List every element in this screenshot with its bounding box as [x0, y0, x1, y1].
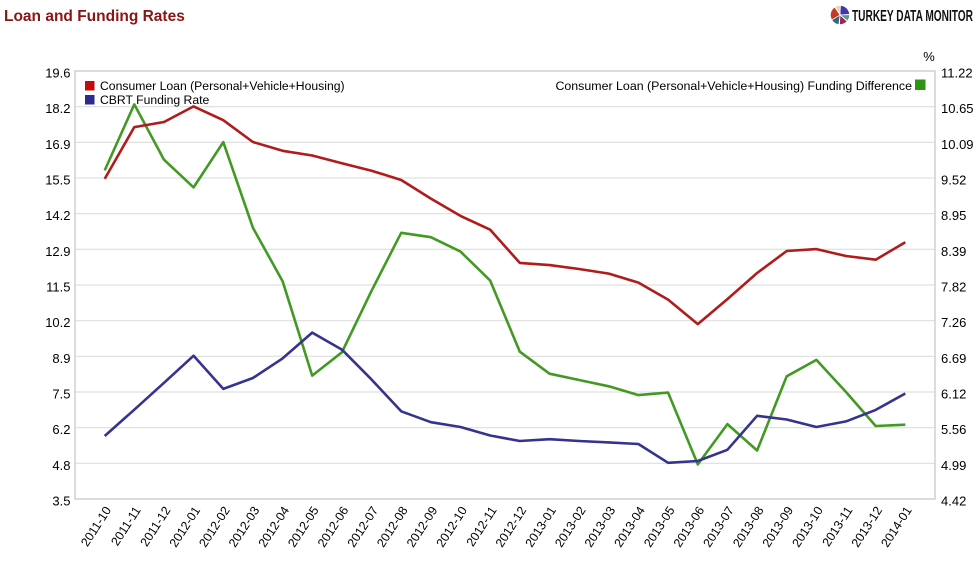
svg-text:6.2: 6.2 [52, 422, 70, 437]
svg-text:14.2: 14.2 [45, 208, 70, 223]
svg-text:15.5: 15.5 [45, 173, 70, 188]
svg-text:4.42: 4.42 [941, 494, 966, 509]
svg-text:8.9: 8.9 [52, 351, 70, 366]
svg-text:18.2: 18.2 [45, 101, 70, 116]
svg-text:3.5: 3.5 [52, 494, 70, 509]
svg-text:4.8: 4.8 [52, 458, 70, 473]
svg-text:2011-10: 2011-10 [78, 504, 114, 549]
svg-text:5.56: 5.56 [941, 422, 966, 437]
svg-text:11.22: 11.22 [941, 66, 973, 81]
svg-text:Consumer Loan (Personal+Vehicl: Consumer Loan (Personal+Vehicle+Housing) [100, 79, 345, 93]
svg-text:7.5: 7.5 [52, 387, 70, 402]
svg-text:Consumer Loan (Personal+Vehicl: Consumer Loan (Personal+Vehicle+Housing)… [555, 79, 912, 93]
svg-text:CBRT Funding Rate: CBRT Funding Rate [100, 93, 210, 107]
svg-text:10.09: 10.09 [941, 137, 974, 152]
svg-text:7.26: 7.26 [941, 315, 966, 330]
svg-text:8.95: 8.95 [941, 208, 966, 223]
svg-text:12.9: 12.9 [45, 244, 70, 259]
svg-text:%: % [923, 49, 935, 64]
svg-text:4.99: 4.99 [941, 458, 966, 473]
svg-text:6.12: 6.12 [941, 387, 966, 402]
svg-text:7.82: 7.82 [941, 280, 966, 295]
svg-text:19.6: 19.6 [45, 66, 70, 81]
svg-text:9.52: 9.52 [941, 173, 966, 188]
svg-text:6.69: 6.69 [941, 351, 966, 366]
svg-text:16.9: 16.9 [45, 137, 70, 152]
svg-text:11.5: 11.5 [46, 280, 70, 295]
svg-text:8.39: 8.39 [941, 244, 966, 259]
svg-text:10.65: 10.65 [941, 101, 974, 116]
svg-text:10.2: 10.2 [45, 315, 70, 330]
